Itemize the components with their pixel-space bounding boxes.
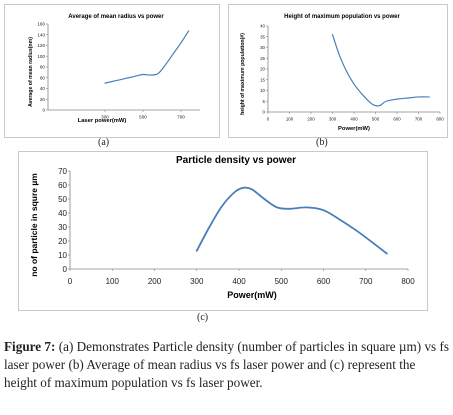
chart-a-ytick-label: 120 (37, 43, 45, 48)
chart-b-xtick-label: 300 (329, 116, 337, 121)
chart-a-xlabel: Laser power(mW) (78, 118, 127, 124)
chart-a-ytick-label: 160 (37, 22, 45, 27)
chart-c-xtick-label: 500 (275, 277, 289, 286)
caption-label: Figure 7: (4, 339, 56, 354)
chart-a-marks (47, 24, 200, 111)
chart-b-title: Height of maximum population vs power (284, 14, 400, 20)
chart-c-xtick-label: 600 (317, 277, 331, 286)
chart-b-ytick-label: 15 (260, 77, 265, 82)
chart-a-svg: Average of mean radius vs power Average … (4, 4, 220, 138)
chart-c-marks (69, 171, 408, 270)
chart-b-xticks: 0 100 200 300 400 500 600 700 800 (267, 112, 444, 121)
chart-a-xtick-label: 700 (177, 115, 185, 120)
panel-label-b: (b) (316, 137, 328, 148)
chart-b-xtick-label: 400 (350, 116, 358, 121)
chart-b-marks (267, 26, 440, 113)
chart-a-ytick-label: 140 (37, 32, 45, 37)
chart-b-ytick-label: 35 (260, 34, 265, 39)
chart-c-ytick-label: 60 (58, 181, 67, 190)
chart-c-xtick-label: 400 (232, 277, 246, 286)
chart-c-ytick-label: 10 (58, 251, 67, 260)
chart-b-xlabel: Power(mW) (338, 126, 370, 132)
chart-b-ytick-label: 10 (260, 88, 265, 93)
chart-a-ytick-label: 60 (40, 75, 46, 80)
chart-c-ytick-label: 50 (58, 195, 67, 204)
chart-c-ytick-label: 0 (63, 265, 68, 274)
panel-label-c: (c) (197, 312, 209, 323)
chart-c-xtick-label: 300 (190, 277, 204, 286)
panel-label-a: (a) (98, 137, 110, 148)
chart-b-ytick-label: 20 (260, 67, 265, 72)
chart-b-xtick-label: 500 (372, 116, 380, 121)
chart-a-title: Average of mean radius vs power (68, 14, 164, 20)
chart-panel-c: Particle density vs power no of particle… (18, 151, 428, 311)
chart-c-svg: Particle density vs power no of particle… (18, 151, 428, 311)
chart-c-xtick-label: 800 (401, 277, 415, 286)
chart-c-yticks: 0 10 20 30 40 50 60 70 (58, 167, 70, 274)
caption-text: (a) Demonstrates Particle density (numbe… (4, 339, 449, 390)
chart-a-xtick-label: 500 (139, 115, 147, 120)
chart-c-ylabel: no of particle in squre µm (29, 173, 39, 277)
chart-c-ytick-label: 70 (58, 167, 67, 176)
chart-c-ytick-label: 20 (58, 237, 67, 246)
chart-b-yticks: 0 5 10 15 20 25 30 35 40 (260, 24, 268, 115)
chart-c-title: Particle density vs power (176, 155, 296, 166)
chart-a-ytick-label: 20 (40, 97, 46, 102)
chart-c-frame (18, 151, 428, 311)
chart-c-ytick-label: 30 (58, 223, 67, 232)
chart-b-xtick-label: 200 (307, 116, 315, 121)
chart-b-ytick-label: 40 (260, 24, 265, 29)
chart-c-xtick-label: 100 (106, 277, 120, 286)
chart-a-yticks: 0 20 40 60 80 100 120 140 160 (37, 22, 48, 113)
chart-a-ytick-label: 0 (42, 108, 45, 113)
chart-b-xtick-label: 700 (415, 116, 423, 121)
chart-panel-b: Height of maximum population vs power he… (228, 4, 448, 138)
chart-b-xtick-label: 600 (393, 116, 401, 121)
chart-c-xtick-label: 700 (359, 277, 373, 286)
chart-a-ylabel: Average of mean radius(nm) (28, 37, 34, 107)
chart-b-ytick-label: 25 (260, 56, 265, 61)
chart-a-ytick-label: 80 (40, 65, 46, 70)
chart-b-frame (228, 4, 448, 138)
chart-c-xtick-label: 200 (148, 277, 162, 286)
chart-b-xtick-label: 0 (267, 116, 270, 121)
chart-a-ytick-label: 100 (37, 54, 45, 59)
chart-b-ylabel: height of maximum population(#) (240, 33, 246, 115)
chart-a-frame (4, 4, 220, 138)
chart-c-xlabel: Power(mW) (227, 290, 277, 300)
chart-a-ytick-label: 40 (40, 86, 46, 91)
chart-c-xticks: 0 100 200 300 400 500 600 700 800 (68, 269, 415, 286)
chart-b-svg: Height of maximum population vs power he… (228, 4, 448, 138)
chart-c-ytick-label: 40 (58, 209, 67, 218)
chart-c-xtick-label: 0 (68, 277, 73, 286)
chart-b-ytick-label: 0 (263, 110, 266, 115)
chart-a-xtick-label: 300 (101, 115, 109, 120)
chart-b-ytick-label: 30 (260, 45, 265, 50)
chart-b-xtick-label: 800 (436, 116, 444, 121)
chart-panel-a: Average of mean radius vs power Average … (4, 4, 220, 138)
chart-b-ytick-label: 5 (263, 99, 266, 104)
chart-b-xtick-label: 100 (286, 116, 294, 121)
figure-caption: Figure 7: (a) Demonstrates Particle dens… (4, 338, 450, 392)
